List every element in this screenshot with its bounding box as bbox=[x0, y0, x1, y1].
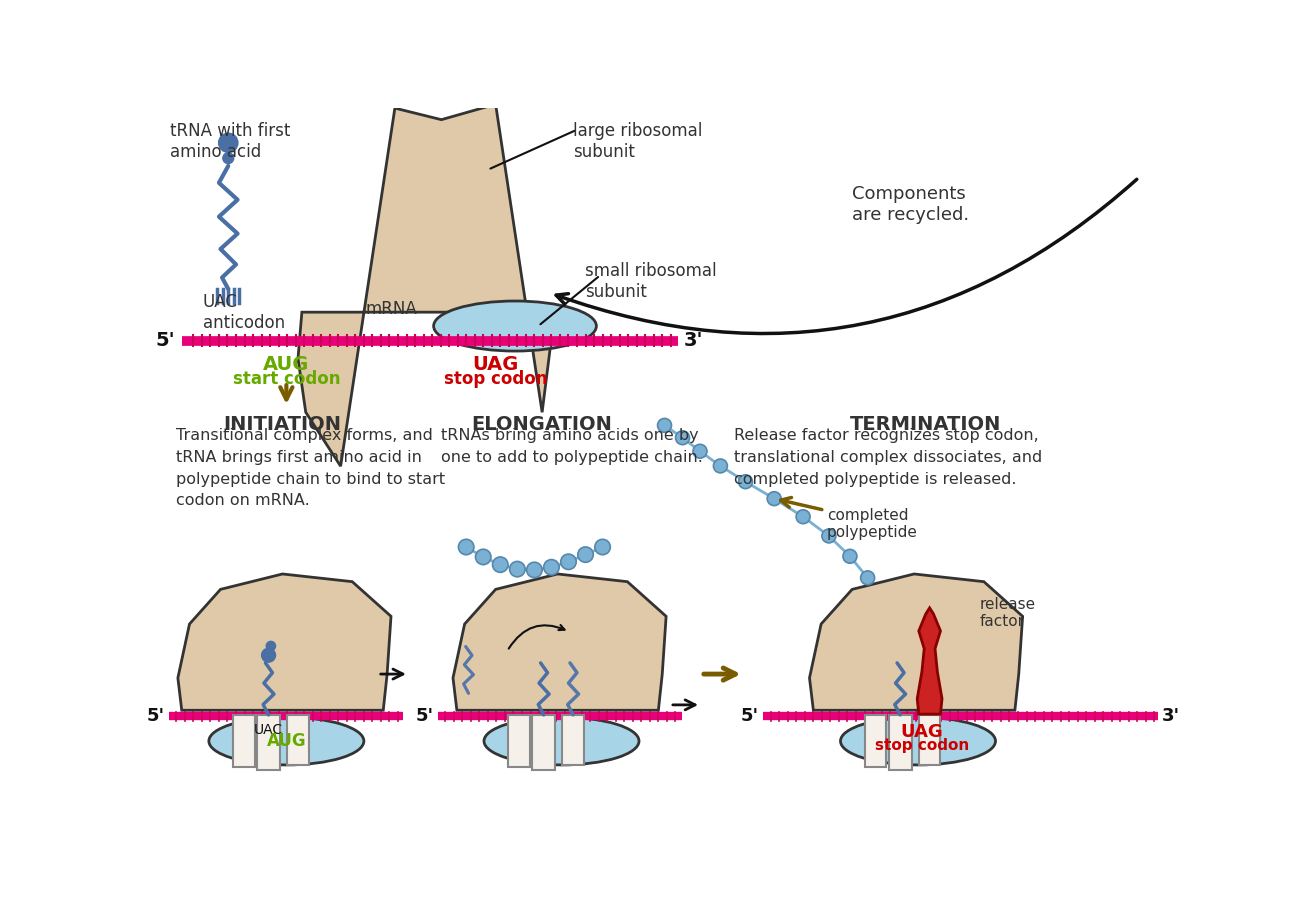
Circle shape bbox=[843, 550, 857, 563]
Text: UAC: UAC bbox=[255, 723, 283, 737]
Circle shape bbox=[266, 642, 275, 651]
Text: AUG: AUG bbox=[264, 354, 309, 374]
Text: TERMINATION: TERMINATION bbox=[850, 414, 1002, 433]
Text: 5': 5' bbox=[156, 332, 175, 350]
Polygon shape bbox=[297, 105, 549, 466]
Circle shape bbox=[713, 459, 727, 473]
Ellipse shape bbox=[434, 301, 596, 351]
Text: small ribosomal
subunit: small ribosomal subunit bbox=[585, 262, 716, 301]
FancyBboxPatch shape bbox=[918, 714, 940, 765]
Circle shape bbox=[657, 418, 672, 432]
Text: tRNAs bring amino acids one by
one to add to polypeptide chain.: tRNAs bring amino acids one by one to ad… bbox=[442, 429, 703, 465]
Circle shape bbox=[526, 562, 542, 578]
Circle shape bbox=[595, 540, 611, 555]
FancyBboxPatch shape bbox=[233, 714, 255, 768]
Circle shape bbox=[796, 510, 811, 523]
Text: 5': 5' bbox=[740, 707, 759, 725]
Text: INITIATION: INITIATION bbox=[223, 414, 342, 433]
Circle shape bbox=[544, 560, 559, 575]
Circle shape bbox=[675, 431, 690, 445]
Polygon shape bbox=[809, 574, 1022, 710]
Text: 5': 5' bbox=[147, 707, 165, 725]
Circle shape bbox=[861, 571, 874, 585]
Text: stop codon: stop codon bbox=[444, 370, 547, 388]
Circle shape bbox=[223, 153, 234, 164]
Ellipse shape bbox=[485, 717, 639, 765]
Text: large ribosomal
subunit: large ribosomal subunit bbox=[573, 122, 703, 160]
Text: 5': 5' bbox=[416, 707, 434, 725]
Polygon shape bbox=[453, 574, 666, 710]
Circle shape bbox=[459, 540, 474, 555]
FancyBboxPatch shape bbox=[508, 714, 530, 768]
Text: UAG: UAG bbox=[473, 354, 518, 374]
Polygon shape bbox=[178, 574, 391, 710]
Text: mRNA: mRNA bbox=[365, 299, 417, 317]
Circle shape bbox=[509, 561, 525, 577]
FancyBboxPatch shape bbox=[865, 714, 886, 768]
Circle shape bbox=[692, 444, 707, 459]
Circle shape bbox=[261, 649, 275, 662]
Text: ELONGATION: ELONGATION bbox=[472, 414, 613, 433]
Text: AUG: AUG bbox=[266, 732, 307, 750]
Text: UAC
anticodon: UAC anticodon bbox=[203, 293, 284, 332]
Text: release
factor: release factor bbox=[979, 597, 1037, 630]
FancyBboxPatch shape bbox=[562, 714, 585, 765]
FancyBboxPatch shape bbox=[287, 714, 309, 765]
Ellipse shape bbox=[840, 717, 995, 765]
Text: completed
polypeptide: completed polypeptide bbox=[827, 508, 918, 541]
Circle shape bbox=[739, 475, 752, 488]
Ellipse shape bbox=[209, 717, 364, 765]
Circle shape bbox=[561, 554, 577, 569]
Text: tRNA with first
amino acid: tRNA with first amino acid bbox=[170, 122, 291, 160]
Text: Components
are recycled.: Components are recycled. bbox=[852, 185, 969, 224]
Text: UAG: UAG bbox=[900, 723, 943, 741]
Text: Transitional complex forms, and
tRNA brings first amino acid in
polypeptide chai: Transitional complex forms, and tRNA bri… bbox=[177, 429, 446, 508]
FancyBboxPatch shape bbox=[257, 714, 281, 770]
Text: start codon: start codon bbox=[233, 370, 340, 388]
Circle shape bbox=[768, 492, 781, 505]
Circle shape bbox=[578, 547, 594, 562]
FancyBboxPatch shape bbox=[533, 714, 555, 770]
Text: stop codon: stop codon bbox=[874, 738, 969, 753]
Polygon shape bbox=[917, 608, 942, 714]
Text: Release factor recognizes stop codon,
translational complex dissociates, and
com: Release factor recognizes stop codon, tr… bbox=[734, 429, 1043, 487]
Circle shape bbox=[475, 550, 491, 565]
Circle shape bbox=[220, 133, 238, 152]
Text: 3': 3' bbox=[1163, 707, 1181, 725]
FancyBboxPatch shape bbox=[889, 714, 912, 770]
Circle shape bbox=[822, 529, 835, 543]
Circle shape bbox=[492, 557, 508, 572]
Text: 3': 3' bbox=[685, 332, 704, 350]
